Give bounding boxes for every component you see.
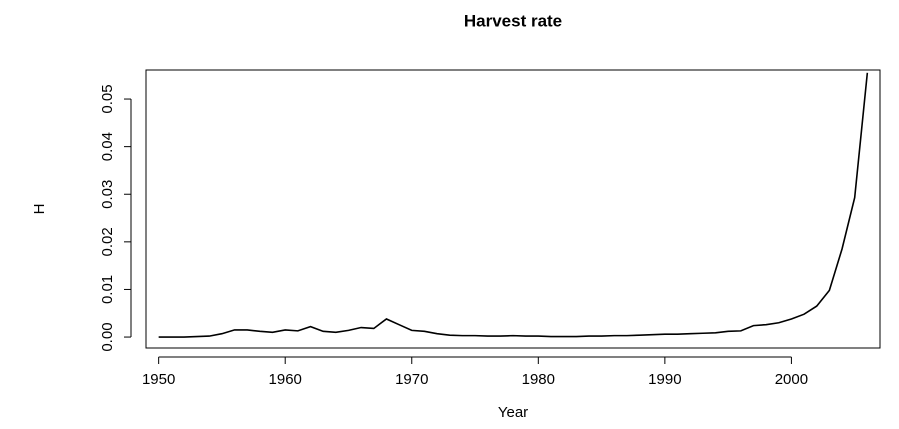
x-tick-label: 1990 bbox=[648, 371, 681, 388]
y-axis-label: H bbox=[31, 204, 48, 215]
x-tick-label: 2000 bbox=[775, 371, 808, 388]
plot-box bbox=[145, 69, 881, 349]
y-tick-label: 0.03 bbox=[99, 180, 116, 209]
x-axis-label: Year bbox=[498, 404, 528, 421]
x-tick-label: 1980 bbox=[522, 371, 555, 388]
x-tick-label: 1960 bbox=[269, 371, 302, 388]
y-tick-label: 0.05 bbox=[99, 84, 116, 113]
x-tick-label: 1950 bbox=[142, 371, 175, 388]
y-tick-label: 0.01 bbox=[99, 275, 116, 304]
line-series bbox=[158, 72, 869, 338]
chart-title: Harvest rate bbox=[464, 11, 562, 30]
y-tick-label: 0.02 bbox=[99, 227, 116, 256]
y-tick-label: 0.04 bbox=[99, 132, 116, 161]
x-tick-label: 1970 bbox=[395, 371, 428, 388]
y-tick-label: 0.00 bbox=[99, 322, 116, 351]
